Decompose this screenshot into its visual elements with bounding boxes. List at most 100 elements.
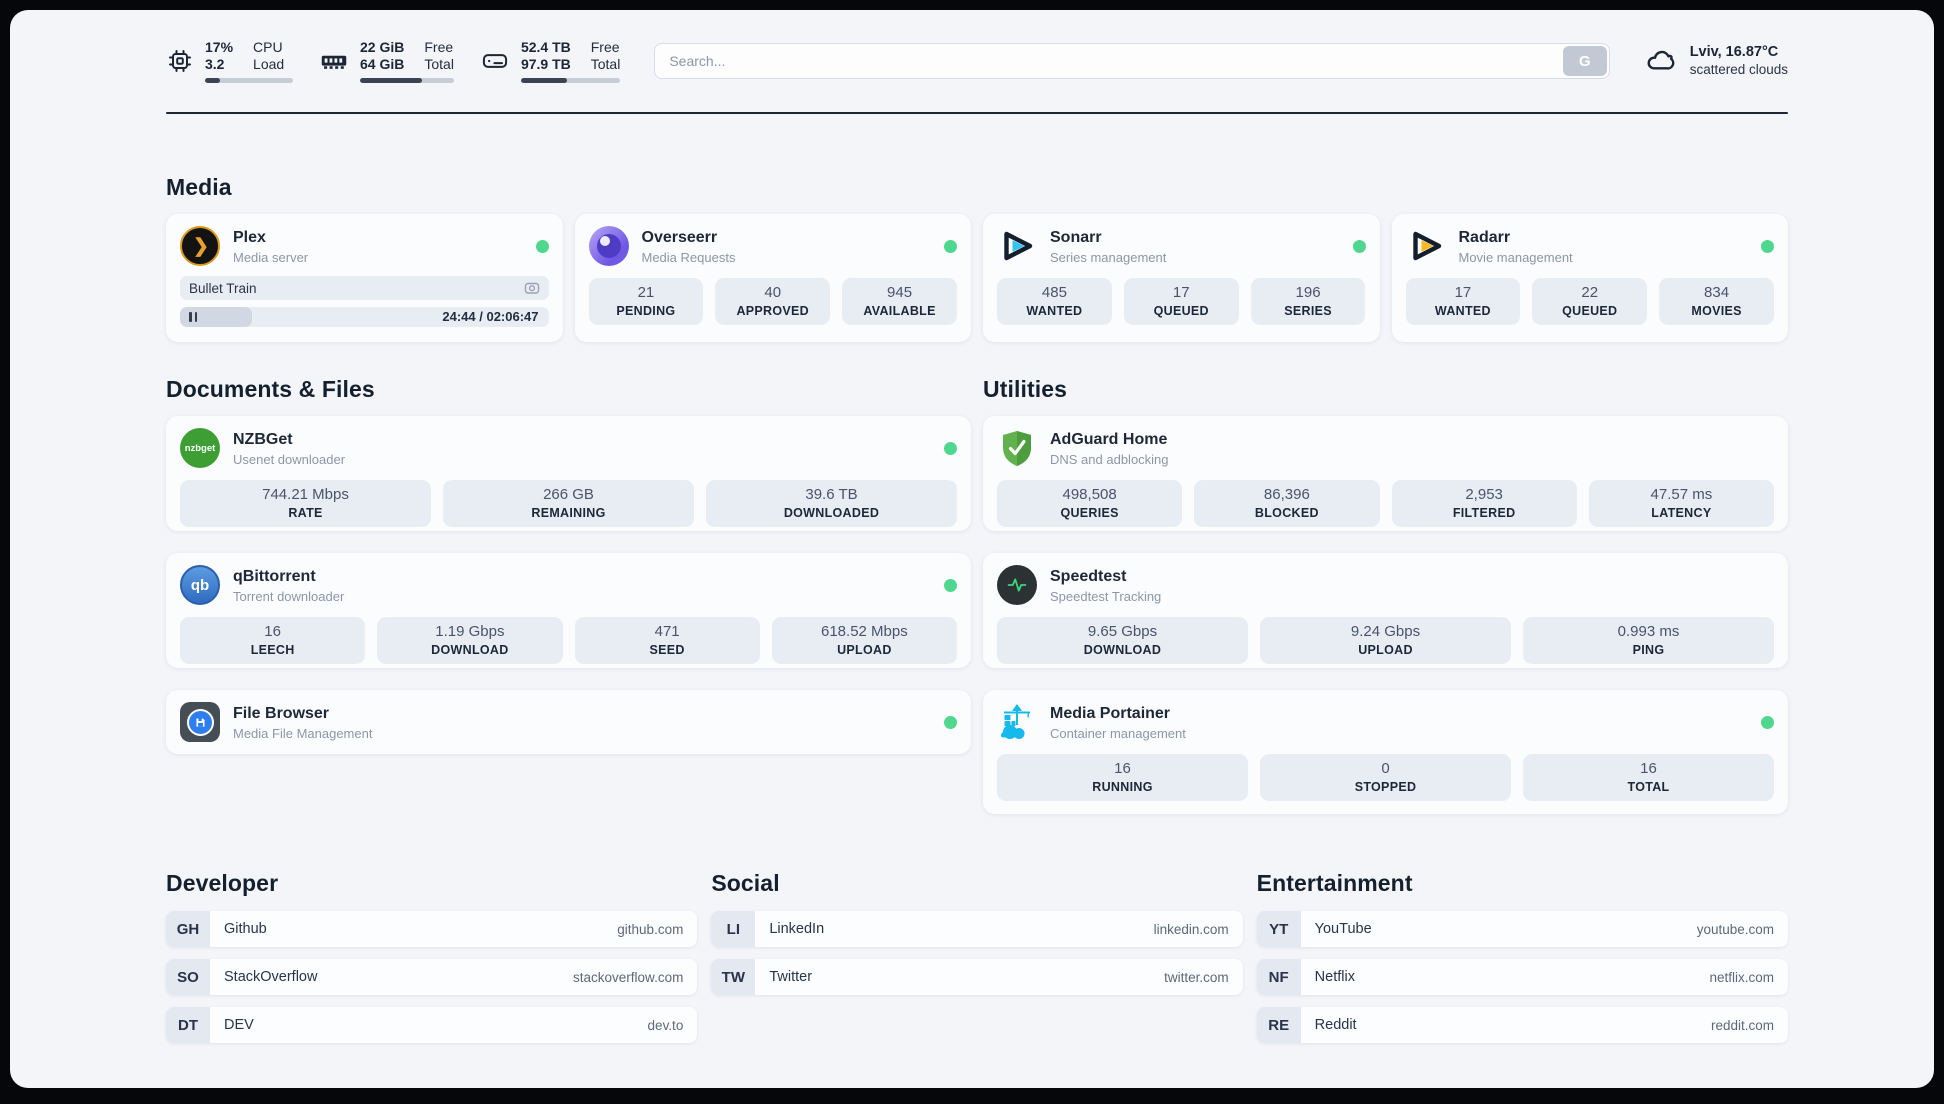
stat-pill: 0.993 ms PING xyxy=(1523,617,1774,664)
section-title-social: Social xyxy=(711,870,780,896)
status-online-dot xyxy=(944,239,957,253)
link-item-linkedin[interactable]: LI LinkedIn linkedin.com xyxy=(711,911,1243,947)
link-url: stackoverflow.com xyxy=(573,969,684,985)
link-item-stackoverflow[interactable]: SO StackOverflow stackoverflow.com xyxy=(166,959,698,995)
stat-pill: 2,953 FILTERED xyxy=(1391,480,1577,527)
app-description: Container management xyxy=(1050,725,1186,741)
link-name: Github xyxy=(224,921,267,937)
stat-pill: 0 STOPPED xyxy=(1260,754,1511,801)
documents-column: nzbget NZBGet Usenet downloader 744.21 M… xyxy=(166,416,971,814)
link-abbr: NF xyxy=(1256,959,1301,995)
app-name: Sonarr xyxy=(1050,228,1102,246)
speedtest-icon[interactable] xyxy=(997,565,1037,605)
nzbget-icon[interactable]: nzbget xyxy=(180,428,220,468)
ram-free-value: 22 GiB xyxy=(360,39,405,55)
link-url: twitter.com xyxy=(1164,969,1229,985)
app-card-speedtest[interactable]: Speedtest Speedtest Tracking 9.65 Gbps D… xyxy=(983,553,1788,668)
link-name: LinkedIn xyxy=(769,921,825,937)
stat-pill: 266 GB REMAINING xyxy=(443,480,694,527)
link-name: StackOverflow xyxy=(224,969,318,985)
app-card-adguard[interactable]: AdGuard Home DNS and adblocking 498,508 … xyxy=(983,416,1788,531)
status-online-dot xyxy=(944,578,957,592)
stat-pill: 16 TOTAL xyxy=(1523,754,1774,801)
search-bar: G xyxy=(654,43,1610,79)
portainer-icon[interactable] xyxy=(997,702,1037,742)
links-section-social: Social LI LinkedIn linkedin.com TW Twitt… xyxy=(711,870,1243,1043)
app-name: NZBGet xyxy=(233,430,293,448)
app-description: Usenet downloader xyxy=(233,451,346,467)
link-url: youtube.com xyxy=(1696,921,1774,937)
app-description: Speedtest Tracking xyxy=(1050,588,1162,604)
app-name: File Browser xyxy=(233,704,330,722)
search-input[interactable] xyxy=(654,43,1610,79)
ram-total-label: Total xyxy=(424,56,454,72)
app-name: qBittorrent xyxy=(233,567,316,585)
status-online-dot xyxy=(944,441,957,455)
links-section-entertainment: Entertainment YT YouTube youtube.com NF … xyxy=(1256,870,1788,1043)
app-card-nzbget[interactable]: nzbget NZBGet Usenet downloader 744.21 M… xyxy=(166,416,971,531)
filebrowser-icon[interactable] xyxy=(180,702,220,742)
link-name: YouTube xyxy=(1314,921,1372,937)
overseerr-icon[interactable] xyxy=(588,226,629,266)
app-card-sonarr[interactable]: Sonarr Series management 485 WANTED 17 Q… xyxy=(983,214,1380,342)
cpu-stat: 17% 3.2 CPU Load xyxy=(166,39,293,83)
cpu-load-value: 3.2 xyxy=(205,56,225,72)
radarr-icon[interactable] xyxy=(1406,226,1446,266)
link-item-dev[interactable]: DT DEV dev.to xyxy=(166,1007,698,1043)
link-abbr: SO xyxy=(166,959,210,995)
app-card-overseerr[interactable]: Overseerr Media Requests 21 PENDING 40 A… xyxy=(574,214,971,342)
qbittorrent-icon[interactable]: qb xyxy=(180,565,220,605)
playback-time: 24:44 / 02:06:47 xyxy=(442,309,539,324)
stat-pill: 485 WANTED xyxy=(997,278,1112,325)
link-abbr: GH xyxy=(166,911,210,947)
cloud-icon xyxy=(1644,43,1678,80)
ram-icon xyxy=(319,47,349,75)
ram-progress-bar xyxy=(360,78,454,83)
ram-stat: 22 GiB 64 GiB Free Total xyxy=(319,39,454,83)
stat-pill: 9.24 Gbps UPLOAD xyxy=(1260,617,1511,664)
app-description: Media File Management xyxy=(233,725,373,741)
link-name: Reddit xyxy=(1314,1017,1357,1033)
app-description: Media Requests xyxy=(641,249,736,265)
cpu-progress-bar xyxy=(205,78,293,83)
link-url: github.com xyxy=(617,921,684,937)
sonarr-icon[interactable] xyxy=(997,226,1037,266)
header: 17% 3.2 CPU Load xyxy=(166,30,1788,92)
app-description: Movie management xyxy=(1458,249,1573,265)
disk-total-label: Total xyxy=(590,56,621,72)
section-title-media: Media xyxy=(166,174,232,200)
link-abbr: TW xyxy=(711,959,756,995)
app-card-portainer[interactable]: Media Portainer Container management 16 … xyxy=(983,690,1788,814)
link-name: DEV xyxy=(224,1017,254,1033)
link-item-github[interactable]: GH Github github.com xyxy=(166,911,698,947)
stat-pill: 40 APPROVED xyxy=(715,278,831,325)
link-item-youtube[interactable]: YT YouTube youtube.com xyxy=(1256,911,1788,947)
status-online-dot xyxy=(944,715,957,729)
stat-pill: 618.52 Mbps UPLOAD xyxy=(771,617,957,664)
app-card-radarr[interactable]: Radarr Movie management 17 WANTED 22 QUE… xyxy=(1391,214,1788,342)
dashboard-screen: 17% 3.2 CPU Load xyxy=(10,10,1934,1088)
status-online-dot xyxy=(535,239,549,253)
weather-widget: Lviv, 16.87°C scattered clouds xyxy=(1644,43,1788,80)
app-card-plex[interactable]: ❯ Plex Media server Bullet Train xyxy=(166,214,563,342)
link-item-netflix[interactable]: NF Netflix netflix.com xyxy=(1256,959,1788,995)
link-item-twitter[interactable]: TW Twitter twitter.com xyxy=(711,959,1243,995)
search-engine-button[interactable]: G xyxy=(1562,46,1607,76)
app-name: AdGuard Home xyxy=(1050,430,1168,448)
adguard-icon[interactable] xyxy=(997,428,1037,468)
video-camera-icon xyxy=(524,280,540,296)
cpu-load-label: Load xyxy=(253,56,285,72)
pause-icon[interactable] xyxy=(189,312,197,322)
link-abbr: RE xyxy=(1256,1007,1301,1043)
playback-progress-bar[interactable]: 24:44 / 02:06:47 xyxy=(180,307,549,327)
app-card-qbittorrent[interactable]: qb qBittorrent Torrent downloader 16 LEE… xyxy=(166,553,971,668)
plex-icon[interactable]: ❯ xyxy=(180,226,220,266)
stat-pill: 834 MOVIES xyxy=(1659,278,1774,325)
app-name: Media Portainer xyxy=(1050,704,1171,722)
app-name: Overseerr xyxy=(641,228,718,246)
link-abbr: LI xyxy=(711,911,756,947)
section-title-entertainment: Entertainment xyxy=(1256,870,1413,896)
status-online-dot xyxy=(1761,715,1774,729)
app-card-filebrowser[interactable]: File Browser Media File Management xyxy=(166,690,971,754)
link-item-reddit[interactable]: RE Reddit reddit.com xyxy=(1256,1007,1788,1043)
